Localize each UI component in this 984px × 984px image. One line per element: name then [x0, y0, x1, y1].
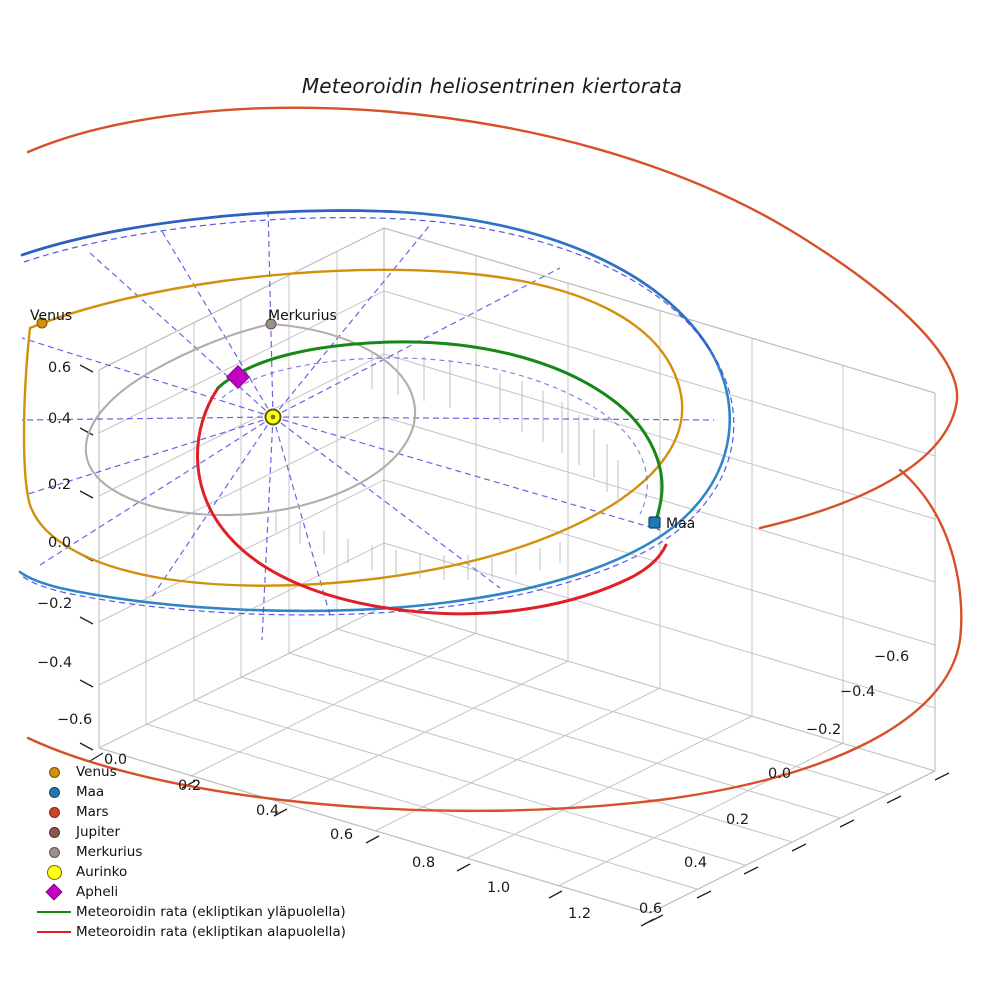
radial-rays-dashed	[21, 206, 715, 641]
planet-markers	[36, 317, 661, 529]
legend-item-label: Meteoroidin rata (ekliptikan alapuolella…	[76, 924, 346, 940]
x-tick-5: 1.0	[487, 880, 511, 896]
legend-item-label: Apheli	[76, 884, 119, 900]
marker-venus	[36, 317, 48, 329]
x-tick-0: 0.0	[104, 752, 128, 768]
legend-item-apheli[interactable]: Apheli	[32, 882, 362, 902]
orbit-maa	[18, 209, 732, 613]
y-tick-2: 0.2	[726, 812, 750, 828]
legend-marker-dot-icon	[48, 786, 60, 798]
marker-maa	[648, 516, 661, 529]
legend-item-merkurius[interactable]: Merkurius	[32, 842, 362, 862]
box-edges	[98, 227, 936, 914]
legend-marker-dot-icon	[46, 864, 62, 880]
y-tick-5: −0.4	[840, 684, 876, 700]
legend-item-meteoroidin-rata-ekliptikan-yl-puolella[interactable]: Meteoroidin rata (ekliptikan yläpuolella…	[32, 902, 362, 922]
x-tick-4: 0.8	[412, 855, 436, 871]
legend-item-maa[interactable]: Maa	[32, 782, 362, 802]
z-tick-2: 0.2	[48, 477, 72, 493]
marker-merkurius	[265, 318, 277, 330]
x-tick-3: 0.6	[330, 827, 354, 843]
legend-marker-dot-icon	[48, 806, 60, 818]
legend-item-label: Venus	[76, 764, 117, 780]
legend-line-swatch	[37, 931, 71, 933]
marker-aurinko	[264, 408, 282, 426]
legend-item-label: Meteoroidin rata (ekliptikan yläpuolella…	[76, 904, 346, 920]
x-tick-2: 0.4	[256, 803, 280, 819]
legend-marker-dot-icon	[48, 766, 60, 778]
x-tick-1: 0.2	[178, 778, 202, 794]
y-tick-3: 0.0	[768, 766, 792, 782]
z-tick-0: 0.6	[48, 360, 72, 376]
x-tick-6: 1.2	[568, 906, 592, 922]
legend-item-meteoroidin-rata-ekliptikan-alapuolella[interactable]: Meteoroidin rata (ekliptikan alapuolella…	[32, 922, 362, 942]
drop-lines	[275, 351, 619, 580]
legend-item-label: Aurinko	[76, 864, 128, 880]
grid-panes	[98, 227, 936, 914]
legend-item-aurinko[interactable]: Aurinko	[32, 862, 362, 882]
y-tick-0: 0.6	[639, 901, 663, 917]
legend-line-swatch	[37, 911, 71, 913]
z-tick-1: 0.4	[48, 411, 72, 427]
legend-item-mars[interactable]: Mars	[32, 802, 362, 822]
meteoroid-orbit-below	[196, 386, 668, 616]
meteoroid-projection-dashed	[221, 357, 648, 515]
marker-apheli	[225, 364, 251, 390]
orbit-mars	[26, 106, 963, 813]
legend-marker-diamond-icon	[45, 883, 63, 901]
annotation-merkurius: Merkurius	[268, 308, 337, 324]
y-tick-1: 0.4	[684, 855, 708, 871]
legend-marker-dot-icon	[48, 846, 60, 858]
annotation-maa: Maa	[666, 516, 696, 532]
annotation-venus: Venus	[30, 308, 73, 324]
z-tick-6: −0.6	[57, 712, 93, 728]
projection-ellipse-dashed	[21, 216, 735, 616]
legend-item-label: Jupiter	[76, 824, 121, 840]
legend[interactable]: Venus Maa Mars Jupiter Merkurius Aurinko Aphel…	[32, 762, 362, 942]
meteoroid-orbit-above	[216, 340, 664, 525]
z-tick-4: −0.2	[37, 596, 73, 612]
z-tick-3: 0.0	[48, 535, 72, 551]
legend-item-venus[interactable]: Venus	[32, 762, 362, 782]
page-title: Meteoroidin heliosentrinen kiertorata	[301, 74, 683, 98]
legend-marker-dot-icon	[48, 826, 60, 838]
orbit-merkurius	[84, 322, 417, 517]
y-tick-6: −0.6	[874, 649, 910, 665]
z-tick-5: −0.4	[37, 655, 73, 671]
left-pane-grid	[98, 227, 385, 749]
y-tick-4: −0.2	[806, 722, 842, 738]
legend-item-label: Mars	[76, 804, 109, 820]
orbit-venus	[22, 268, 684, 587]
legend-item-jupiter[interactable]: Jupiter	[32, 822, 362, 842]
legend-item-label: Merkurius	[76, 844, 143, 860]
legend-item-label: Maa	[76, 784, 105, 800]
